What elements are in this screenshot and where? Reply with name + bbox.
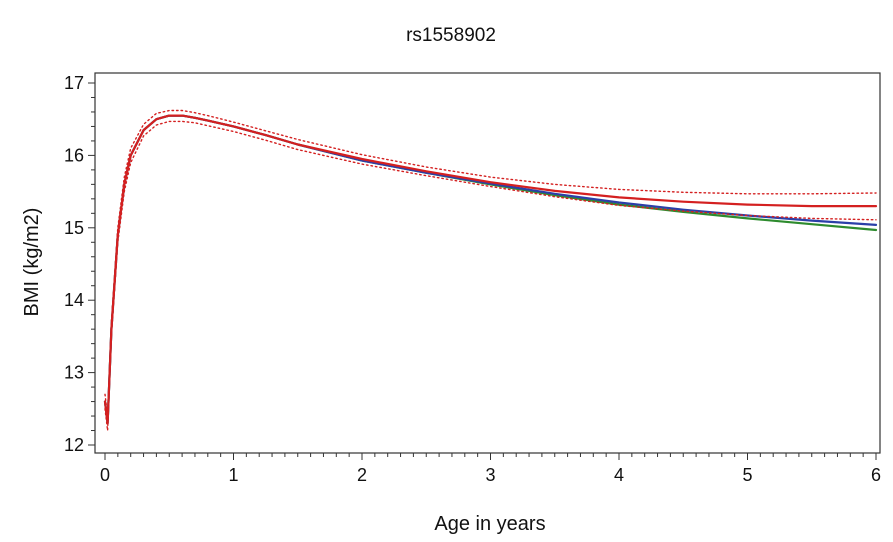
series-layer [103, 109, 878, 432]
plot-frame [94, 72, 881, 454]
x-tick-label: 4 [614, 465, 624, 485]
y-tick-label: 17 [64, 73, 84, 93]
confidence-band-line-4 [104, 120, 877, 432]
x-tick-label: 0 [100, 465, 110, 485]
y-tick-label: 13 [64, 363, 84, 383]
chart-title: rs1558902 [406, 25, 496, 46]
y-axis-label: BMI (kg/m2) [21, 208, 43, 317]
x-tick-label: 6 [871, 465, 881, 485]
y-tick-label: 16 [64, 145, 84, 165]
x-tick-label: 2 [357, 465, 367, 485]
y-axis: 12 13 14 15 16 17 [64, 73, 95, 455]
confidence-band-line-3 [104, 109, 877, 417]
x-tick-label: 1 [228, 465, 238, 485]
x-tick-label: 3 [485, 465, 495, 485]
y-tick-label: 14 [64, 290, 84, 310]
y-tick-label: 12 [64, 435, 84, 455]
y-tick-label: 15 [64, 218, 84, 238]
series-line-0 [103, 114, 878, 425]
x-axis-label: Age in years [434, 513, 545, 535]
series-line-1 [103, 114, 878, 425]
x-tick-label: 5 [742, 465, 752, 485]
series-line-2 [103, 114, 878, 425]
x-axis: 0 1 2 3 4 5 6 [100, 453, 881, 485]
